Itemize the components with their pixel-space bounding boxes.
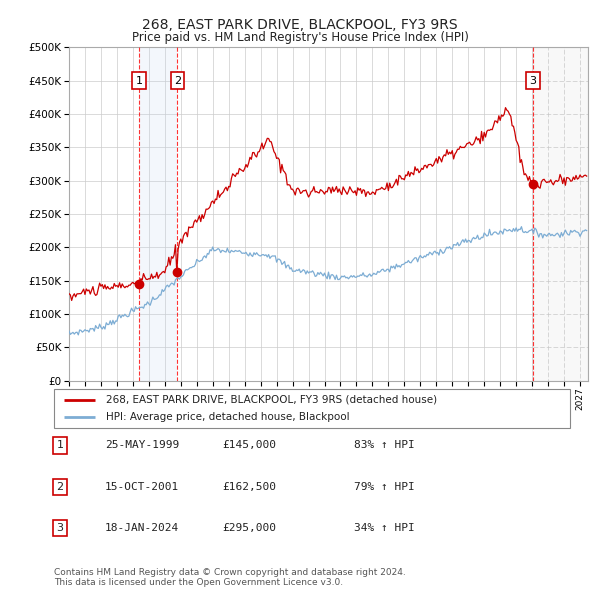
Text: 15-OCT-2001: 15-OCT-2001 [105,482,179,491]
Text: £145,000: £145,000 [222,441,276,450]
Text: 34% ↑ HPI: 34% ↑ HPI [354,523,415,533]
Text: 83% ↑ HPI: 83% ↑ HPI [354,441,415,450]
Text: Contains HM Land Registry data © Crown copyright and database right 2024.
This d: Contains HM Land Registry data © Crown c… [54,568,406,587]
Text: 268, EAST PARK DRIVE, BLACKPOOL, FY3 9RS: 268, EAST PARK DRIVE, BLACKPOOL, FY3 9RS [142,18,458,32]
Text: 1: 1 [56,441,64,450]
Text: 268, EAST PARK DRIVE, BLACKPOOL, FY3 9RS (detached house): 268, EAST PARK DRIVE, BLACKPOOL, FY3 9RS… [106,395,437,405]
Bar [139,47,178,381]
Text: 3: 3 [56,523,64,533]
Text: HPI: Average price, detached house, Blackpool: HPI: Average price, detached house, Blac… [106,412,349,422]
Bar [533,47,588,381]
Text: 25-MAY-1999: 25-MAY-1999 [105,441,179,450]
Text: £295,000: £295,000 [222,523,276,533]
Text: 18-JAN-2024: 18-JAN-2024 [105,523,179,533]
Text: 79% ↑ HPI: 79% ↑ HPI [354,482,415,491]
Text: 2: 2 [174,76,181,86]
Text: 2: 2 [56,482,64,491]
Text: £162,500: £162,500 [222,482,276,491]
Text: Price paid vs. HM Land Registry's House Price Index (HPI): Price paid vs. HM Land Registry's House … [131,31,469,44]
Text: 3: 3 [529,76,536,86]
Text: 1: 1 [136,76,143,86]
Bar [533,47,588,381]
